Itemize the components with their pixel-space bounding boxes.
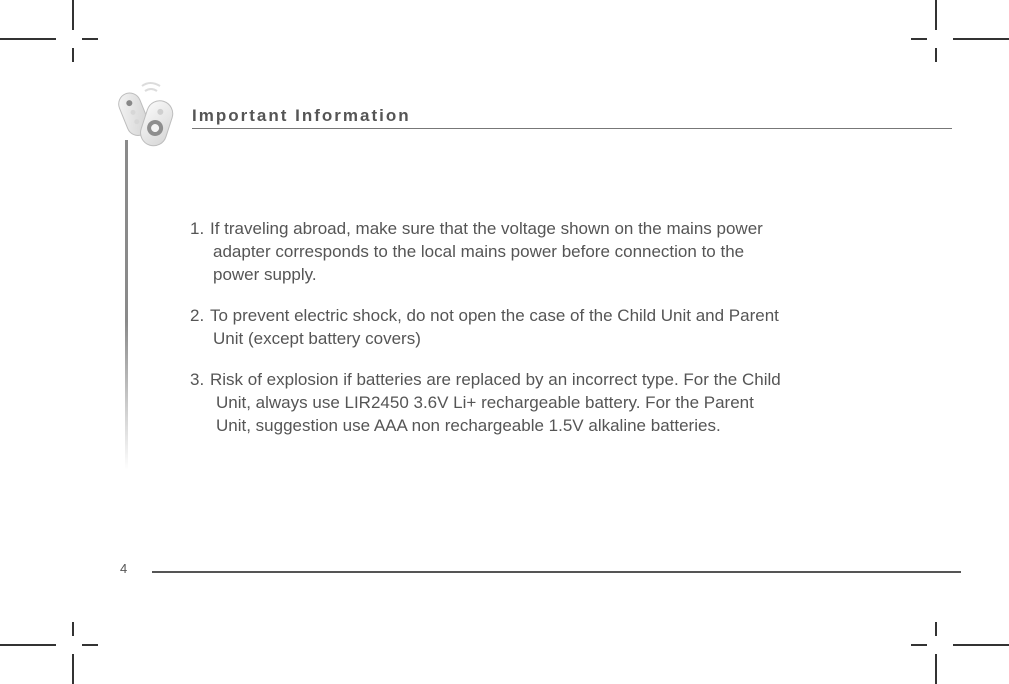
- crop-mark: [72, 622, 74, 636]
- crop-mark: [953, 38, 1009, 40]
- list-text: If traveling abroad, make sure that the …: [210, 218, 880, 287]
- crop-mark: [82, 38, 98, 40]
- title-rule: [192, 128, 952, 129]
- list-number: 1.: [190, 218, 210, 241]
- list-text: To prevent electric shock, do not open t…: [210, 305, 880, 351]
- crop-mark: [0, 38, 56, 40]
- crop-mark: [935, 48, 937, 62]
- vertical-rule: [125, 140, 128, 470]
- list-number: 3.: [190, 369, 210, 392]
- body-text: 1.If traveling abroad, make sure that th…: [190, 218, 890, 456]
- footer-rule: [152, 571, 961, 573]
- crop-mark: [0, 644, 56, 646]
- baby-monitor-fob-icon: [112, 78, 182, 148]
- crop-mark: [72, 654, 74, 684]
- crop-mark: [935, 654, 937, 684]
- list-text: Risk of explosion if batteries are repla…: [210, 369, 880, 438]
- crop-mark: [911, 38, 927, 40]
- page-number: 4: [120, 561, 127, 576]
- list-item: 3.Risk of explosion if batteries are rep…: [190, 369, 890, 438]
- crop-mark: [935, 0, 937, 30]
- crop-mark: [953, 644, 1009, 646]
- list-item: 2.To prevent electric shock, do not open…: [190, 305, 890, 351]
- list-item: 1.If traveling abroad, make sure that th…: [190, 218, 890, 287]
- crop-mark: [72, 0, 74, 30]
- crop-mark: [72, 48, 74, 62]
- crop-mark: [911, 644, 927, 646]
- crop-mark: [82, 644, 98, 646]
- section-title: Important Information: [192, 106, 411, 126]
- crop-mark: [935, 622, 937, 636]
- list-number: 2.: [190, 305, 210, 328]
